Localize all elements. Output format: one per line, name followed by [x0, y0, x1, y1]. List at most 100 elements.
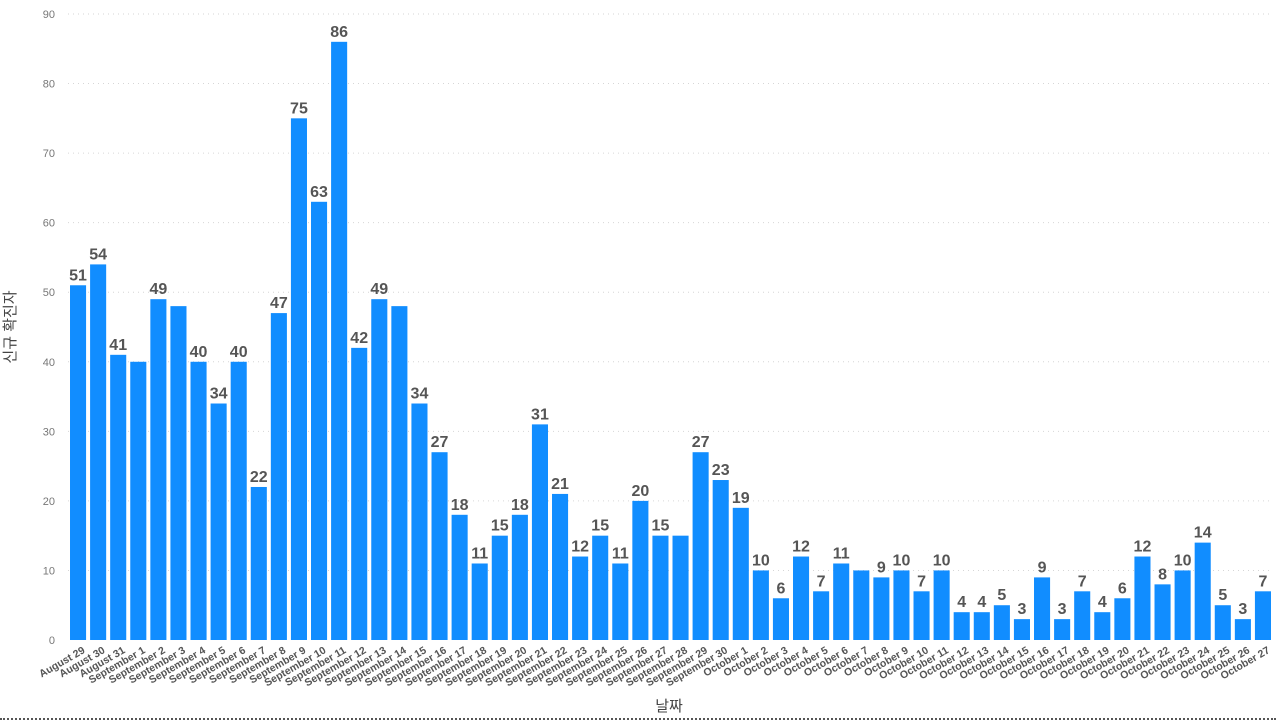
bar	[873, 577, 890, 640]
y-tick-label: 10	[43, 565, 55, 577]
data-label: 5	[1218, 587, 1227, 604]
bar	[953, 612, 970, 640]
bar	[833, 563, 850, 640]
bar	[1074, 591, 1091, 640]
bar	[451, 514, 468, 640]
data-label: 4	[957, 594, 966, 611]
bar	[672, 535, 689, 640]
data-label: 21	[551, 476, 569, 493]
data-label: 4	[1098, 594, 1107, 611]
bar	[793, 556, 810, 640]
y-tick-label: 50	[43, 287, 55, 299]
bar	[732, 507, 749, 640]
data-label: 34	[411, 386, 429, 403]
data-labels: 5154414940344022477563864249342718111518…	[69, 24, 1267, 618]
data-label: 40	[230, 344, 248, 361]
data-label: 40	[190, 344, 208, 361]
bar	[371, 299, 388, 640]
bar	[1154, 584, 1171, 640]
data-label: 9	[1038, 559, 1047, 576]
data-label: 22	[250, 469, 268, 486]
bar	[411, 403, 428, 640]
data-label: 12	[792, 539, 810, 556]
bar	[531, 424, 548, 640]
bar	[311, 201, 328, 641]
y-tick-label: 0	[49, 635, 55, 647]
bar	[1194, 542, 1211, 640]
data-label: 11	[833, 545, 850, 562]
data-label: 3	[1018, 601, 1027, 618]
data-label: 12	[1134, 539, 1152, 556]
data-label: 7	[817, 573, 826, 590]
bar	[391, 306, 408, 640]
bar	[1214, 605, 1231, 640]
bar	[1013, 619, 1030, 640]
data-label: 54	[89, 246, 107, 263]
data-label: 41	[109, 337, 127, 354]
data-label: 42	[350, 330, 368, 347]
data-label: 31	[531, 406, 549, 423]
data-label: 23	[712, 462, 730, 479]
data-label: 9	[877, 559, 886, 576]
bar	[230, 361, 247, 640]
data-label: 34	[210, 386, 228, 403]
data-label: 6	[1118, 580, 1127, 597]
data-label: 15	[591, 518, 609, 535]
y-tick-label: 30	[43, 426, 55, 438]
bar	[210, 403, 227, 640]
bar	[993, 605, 1010, 640]
data-label: 10	[893, 552, 911, 569]
bar	[471, 563, 488, 640]
data-label: 20	[631, 483, 649, 500]
bar	[712, 480, 729, 640]
y-axis-ticks: 0 10 20 30 40 50 60 70 80 90	[43, 9, 55, 647]
bar	[170, 306, 187, 640]
bar	[552, 493, 569, 640]
data-label: 11	[471, 545, 488, 562]
data-label: 7	[1259, 573, 1268, 590]
gridlines	[68, 13, 1273, 571]
bar	[592, 535, 609, 640]
bar	[1254, 591, 1271, 640]
y-tick-label: 90	[43, 9, 55, 21]
data-label: 3	[1238, 601, 1247, 618]
data-label: 27	[692, 434, 710, 451]
data-label: 63	[310, 184, 328, 201]
bar	[110, 354, 127, 640]
bar	[1094, 612, 1111, 640]
bar	[270, 313, 287, 640]
bar	[1114, 598, 1131, 640]
bar	[290, 118, 307, 640]
bar	[692, 452, 709, 640]
bar	[351, 347, 368, 640]
data-label: 15	[652, 518, 670, 535]
data-label: 47	[270, 295, 288, 312]
bar	[1034, 577, 1051, 640]
bar	[632, 500, 649, 640]
data-label: 18	[511, 497, 529, 514]
bar	[90, 264, 107, 640]
data-label: 75	[290, 100, 308, 117]
bar	[1054, 619, 1071, 640]
bar	[813, 591, 830, 640]
bar	[1174, 570, 1191, 640]
bar	[772, 598, 789, 640]
data-label: 49	[370, 281, 388, 298]
bar	[913, 591, 930, 640]
bar	[752, 570, 769, 640]
data-label: 10	[933, 552, 951, 569]
bar	[250, 486, 267, 640]
data-label: 5	[997, 587, 1006, 604]
bar	[652, 535, 669, 640]
bar	[893, 570, 910, 640]
x-axis-title: 날짜	[655, 698, 683, 715]
bar	[1234, 619, 1251, 640]
data-label: 7	[917, 573, 926, 590]
bar	[1134, 556, 1151, 640]
bar	[190, 361, 207, 640]
data-label: 7	[1078, 573, 1087, 590]
bar	[511, 514, 528, 640]
